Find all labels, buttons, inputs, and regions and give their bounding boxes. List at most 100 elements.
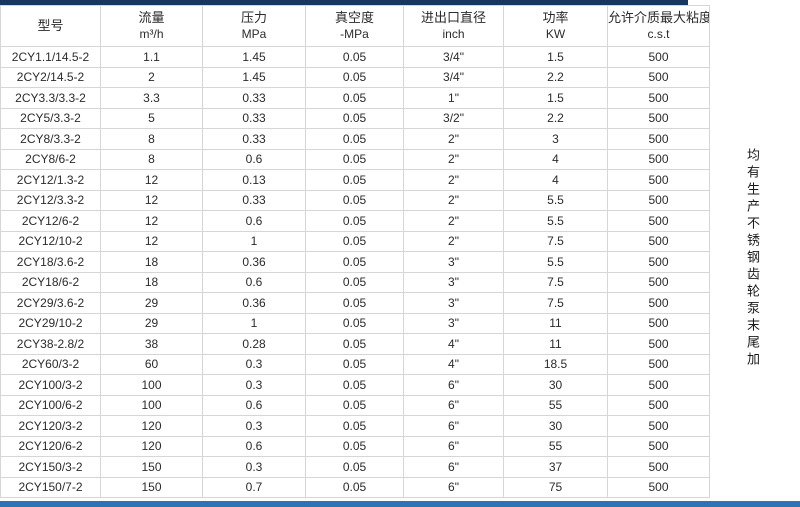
- table-row: 2CY60/3-2 60 0.3 0.05 4" 18.5 500: [0, 353, 710, 375]
- table-cell: 2CY12/3.3-2: [0, 189, 101, 211]
- table-cell: 2CY120/6-2: [0, 435, 101, 457]
- table-cell: 2CY1.1/14.5-2: [0, 46, 101, 68]
- table-cell: 75: [503, 476, 608, 498]
- table-cell: 1: [202, 312, 306, 334]
- table-row: 2CY18/3.6-2 18 0.36 0.05 3" 5.5 500: [0, 251, 710, 273]
- table-cell: 0.05: [305, 148, 404, 170]
- table-cell: 0.05: [305, 435, 404, 457]
- column-label: 流量: [138, 10, 165, 26]
- table-cell: 5.5: [503, 251, 608, 273]
- table-cell: 8: [100, 148, 203, 170]
- table-cell: 2CY2/14.5-2: [0, 66, 101, 88]
- table-cell: 500: [607, 251, 710, 273]
- table-cell: 2": [403, 169, 504, 191]
- table-cell: 0.3: [202, 415, 306, 437]
- table-row: 2CY120/6-2 120 0.6 0.05 6" 55 500: [0, 435, 710, 457]
- table-cell: 2CY120/3-2: [0, 415, 101, 437]
- table-cell: 0.05: [305, 230, 404, 252]
- table-cell: 7.5: [503, 292, 608, 314]
- table-cell: 2CY8/3.3-2: [0, 128, 101, 150]
- table-cell: 0.05: [305, 128, 404, 150]
- table-row: 2CY12/10-2 12 1 0.05 2" 7.5 500: [0, 230, 710, 252]
- table-cell: 500: [607, 210, 710, 232]
- table-cell: 500: [607, 394, 710, 416]
- table-cell: 2CY5/3.3-2: [0, 107, 101, 129]
- table-row: 2CY8/3.3-2 8 0.33 0.05 2" 3 500: [0, 128, 710, 150]
- table-cell: 3": [403, 251, 504, 273]
- table-cell: 29: [100, 292, 203, 314]
- table-row: 2CY100/6-2 100 0.6 0.05 6" 55 500: [0, 394, 710, 416]
- table-cell: 37: [503, 456, 608, 478]
- table-cell: 38: [100, 333, 203, 355]
- table-cell: 0.7: [202, 476, 306, 498]
- table-cell: 0.05: [305, 292, 404, 314]
- table-cell: 4: [503, 169, 608, 191]
- table-cell: 2CY12/10-2: [0, 230, 101, 252]
- table-cell: 0.3: [202, 353, 306, 375]
- table-cell: 7.5: [503, 230, 608, 252]
- table-cell: 12: [100, 230, 203, 252]
- table-cell: 6": [403, 476, 504, 498]
- table-cell: 6": [403, 415, 504, 437]
- table-row: 2CY12/1.3-2 12 0.13 0.05 2" 4 500: [0, 169, 710, 191]
- column-header-port-diameter: 进出口直径 inch: [403, 5, 504, 47]
- table-cell: 0.6: [202, 394, 306, 416]
- table-row: 2CY100/3-2 100 0.3 0.05 6" 30 500: [0, 374, 710, 396]
- table-cell: 500: [607, 66, 710, 88]
- table-row: 2CY12/6-2 12 0.6 0.05 2" 5.5 500: [0, 210, 710, 232]
- table-cell: 2CY100/6-2: [0, 394, 101, 416]
- table-cell: 0.33: [202, 128, 306, 150]
- table-cell: 500: [607, 435, 710, 457]
- table-row: 2CY2/14.5-2 2 1.45 0.05 3/4" 2.2 500: [0, 66, 710, 88]
- top-accent-bar: [0, 0, 688, 5]
- table-cell: 12: [100, 169, 203, 191]
- table-cell: 11: [503, 333, 608, 355]
- table-cell: 500: [607, 374, 710, 396]
- table-header: 型号 流量 m³/h 压力 MPa 真空度 -MPa 进出口直径 inch: [0, 5, 710, 47]
- table-row: 2CY1.1/14.5-2 1.1 1.45 0.05 3/4" 1.5 500: [0, 46, 710, 68]
- column-label: 允许介质最大粘度: [608, 10, 710, 26]
- table-row: 2CY5/3.3-2 5 0.33 0.05 3/2" 2.2 500: [0, 107, 710, 129]
- table-cell: 18: [100, 251, 203, 273]
- table-cell: 0.3: [202, 374, 306, 396]
- table-cell: 1.5: [503, 87, 608, 109]
- table-cell: 18: [100, 271, 203, 293]
- table-cell: 1.5: [503, 46, 608, 68]
- table-cell: 2": [403, 230, 504, 252]
- table-cell: 2": [403, 210, 504, 232]
- table-cell: 0.05: [305, 415, 404, 437]
- pump-spec-table: 型号 流量 m³/h 压力 MPa 真空度 -MPa 进出口直径 inch: [0, 5, 710, 498]
- table-cell: 500: [607, 107, 710, 129]
- table-cell: 1.1: [100, 46, 203, 68]
- table-cell: 1": [403, 87, 504, 109]
- column-label: 型号: [37, 17, 64, 33]
- table-cell: 30: [503, 374, 608, 396]
- table-cell: 0.6: [202, 271, 306, 293]
- table-cell: 500: [607, 230, 710, 252]
- table-cell: 2CY38-2.8/2: [0, 333, 101, 355]
- table-cell: 0.05: [305, 394, 404, 416]
- table-cell: 0.05: [305, 312, 404, 334]
- table-cell: 6": [403, 456, 504, 478]
- table-cell: 0.05: [305, 210, 404, 232]
- table-cell: 1.45: [202, 46, 306, 68]
- table-cell: 0.05: [305, 353, 404, 375]
- table-cell: 7.5: [503, 271, 608, 293]
- table-cell: 1.45: [202, 66, 306, 88]
- table-cell: 12: [100, 189, 203, 211]
- table-cell: 0.05: [305, 456, 404, 478]
- table-cell: 60: [100, 353, 203, 375]
- column-header-power: 功率 KW: [503, 5, 608, 47]
- table-cell: 12: [100, 210, 203, 232]
- table-cell: 30: [503, 415, 608, 437]
- table-row: 2CY150/7-2 150 0.7 0.05 6" 75 500: [0, 476, 710, 498]
- bottom-accent-bar: [0, 501, 800, 507]
- column-unit: MPa: [241, 26, 267, 41]
- column-header-model: 型号: [0, 5, 101, 47]
- table-row: 2CY12/3.3-2 12 0.33 0.05 2" 5.5 500: [0, 189, 710, 211]
- table-row: 2CY38-2.8/2 38 0.28 0.05 4" 11 500: [0, 333, 710, 355]
- table-cell: 500: [607, 271, 710, 293]
- table-cell: 500: [607, 292, 710, 314]
- table-cell: 0.05: [305, 333, 404, 355]
